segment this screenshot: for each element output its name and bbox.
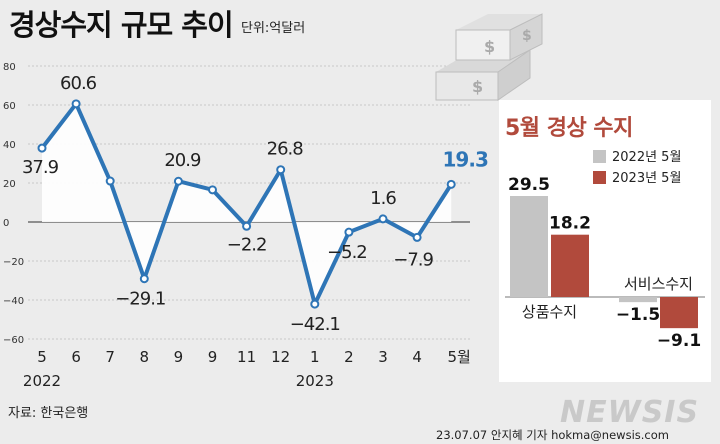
data-point (139, 274, 149, 284)
y-tick-label: −40 (3, 296, 24, 307)
data-point (173, 176, 183, 186)
x-tick-label: 11 (237, 348, 256, 366)
x-axis-ticks: 5 6 7 8 9 9 11 12 1 2 3 4 5월 (37, 348, 471, 366)
x-tick-label: 12 (271, 348, 290, 366)
money-stack-icon: $ $ $ (435, 13, 543, 101)
data-label: 20.9 (164, 150, 201, 171)
bar (510, 196, 548, 297)
newsis-logo: NEWSIS (560, 395, 700, 430)
y-tick-label: 40 (3, 140, 16, 151)
y-tick-label: 20 (3, 179, 16, 190)
legend-2022: 2022년 5월 (593, 150, 681, 166)
data-label: 37.9 (22, 157, 59, 178)
data-point (344, 227, 354, 237)
legend-label-2022: 2022년 5월 (612, 150, 682, 165)
data-point (71, 99, 81, 109)
bar (619, 297, 657, 303)
y-tick-label: 80 (3, 62, 16, 73)
bar-value-label: −1.5 (616, 305, 660, 325)
x-tick-label: 2 (344, 348, 354, 366)
bar-category-label: 서비스수지 (624, 275, 693, 293)
y-tick-label: 60 (3, 101, 16, 112)
x-tick-label: 5 (37, 348, 47, 366)
y-tick-label: −60 (3, 335, 24, 346)
x-tick-label: 1 (310, 348, 320, 366)
y-tick-label: 0 (3, 218, 9, 229)
data-point (37, 143, 47, 153)
unit-label: 단위:억달러 (241, 21, 306, 36)
data-label: 19.3 (443, 147, 488, 171)
credit-line: 23.07.07 안지혜 기자 hokma@newsis.com (436, 428, 669, 442)
bar-value-label: −9.1 (657, 331, 701, 351)
bar (660, 297, 698, 329)
data-point (446, 179, 456, 189)
svg-text:$: $ (472, 77, 483, 96)
data-point (208, 185, 217, 195)
data-point (242, 221, 252, 231)
bar-category-label: 상품수지 (522, 303, 577, 321)
x-tick-label: 5월 (448, 348, 471, 366)
source-note: 자료: 한국은행 (8, 406, 89, 421)
legend-2023: 2023년 5월 (593, 171, 681, 187)
panel-title: 5월 경상 수지 (505, 116, 633, 141)
data-label: −42.1 (290, 314, 340, 335)
x-tick-label: 6 (71, 348, 81, 366)
x-tick-label: 9 (208, 348, 218, 366)
y-tick-label: −20 (3, 257, 24, 268)
x-tick-label: 7 (105, 348, 115, 366)
legend-swatch-2022 (593, 150, 606, 163)
data-label: 26.8 (267, 139, 304, 160)
line-chart-series (37, 99, 456, 309)
page-title: 경상수지 규모 추이 (9, 8, 234, 42)
legend-swatch-2023 (593, 171, 606, 184)
data-point (412, 232, 422, 242)
data-point (276, 165, 286, 175)
data-label: −7.9 (393, 249, 433, 270)
x-tick-label: 4 (412, 348, 422, 366)
data-label: 1.6 (370, 188, 396, 209)
year-2023: 2023 (296, 372, 334, 390)
year-labels: 2022 2023 (23, 372, 334, 390)
svg-text:$: $ (522, 28, 532, 44)
y-axis-ticks: 80 60 40 20 0 −20 −40 −60 (3, 62, 24, 346)
bar-value-label: 29.5 (508, 175, 550, 195)
bar (551, 234, 589, 297)
svg-text:$: $ (484, 37, 495, 56)
line-data-labels: 37.9 60.6 −29.1 20.9 −2.2 26.8 −42.1 −5.2 1.6 −7.… (22, 73, 489, 335)
x-tick-label: 9 (174, 348, 184, 366)
x-tick-label: 3 (378, 348, 388, 366)
legend-label-2023: 2023년 5월 (612, 171, 682, 186)
data-point (378, 214, 388, 224)
data-label: −29.1 (115, 289, 165, 310)
data-point (310, 299, 320, 309)
x-tick-label: 8 (140, 348, 150, 366)
bar-value-label: 18.2 (549, 214, 591, 234)
data-label: −5.2 (327, 242, 367, 263)
data-point (105, 176, 115, 186)
data-label: −2.2 (227, 234, 267, 255)
year-2022: 2022 (23, 372, 61, 390)
data-label: 60.6 (60, 73, 97, 94)
line-area-fill (42, 103, 452, 305)
